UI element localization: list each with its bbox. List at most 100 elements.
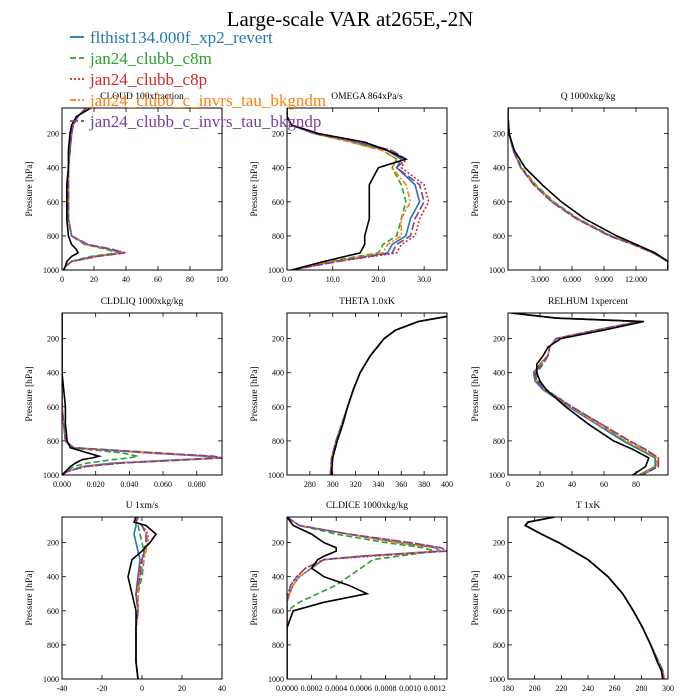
x-tick-label: 320	[350, 480, 362, 489]
control-line	[127, 517, 158, 679]
control-line	[287, 108, 409, 270]
series-line-jan24_clubb_c8m	[508, 108, 668, 270]
x-tick-label: 0	[506, 480, 510, 489]
panel-title: CLDLIQ 1000xkg/kg	[101, 297, 184, 307]
x-tick-label: 0.0008	[374, 684, 396, 693]
y-axis-label: Pressure [hPa]	[471, 161, 481, 216]
series-line-jan24_clubb_c_invrs_tau_bkgndm	[524, 517, 665, 679]
y-tick-label: 400	[272, 573, 284, 582]
plot-frame	[61, 516, 223, 680]
y-tick-label: 600	[272, 607, 284, 616]
x-tick-label: 0	[60, 275, 64, 284]
x-tick-label: 80	[186, 275, 194, 284]
y-tick-label: 200	[272, 335, 284, 344]
series-line-jan24_clubb_c_invrs_tau_bkgndp	[508, 108, 668, 270]
y-tick-label: 400	[47, 369, 59, 378]
y-tick-label: 200	[272, 539, 284, 548]
x-tick-label: 340	[372, 480, 384, 489]
series-line-jan24_clubb_c_invrs_tau_bkgndm	[329, 315, 447, 475]
y-tick-label: 600	[47, 403, 59, 412]
series-line-flthist134.000f_xp2_revert	[524, 517, 665, 679]
y-tick-label: 200	[272, 130, 284, 139]
series-line-jan24_clubb_c8m	[329, 315, 447, 475]
series-line-flthist134.000f_xp2_revert	[508, 108, 668, 270]
x-tick-label: 40	[122, 275, 130, 284]
y-axis-label: Pressure [hPa]	[25, 366, 35, 421]
y-tick-label: 200	[47, 539, 59, 548]
control-line	[524, 517, 664, 679]
x-tick-label: 0.0	[282, 275, 292, 284]
y-tick-label: 1000	[268, 471, 284, 480]
series-line-jan24_clubb_c_invrs_tau_bkgndp	[287, 517, 447, 679]
y-tick-label: 400	[272, 164, 284, 173]
y-tick-label: 200	[47, 335, 59, 344]
y-tick-label: 1000	[43, 471, 59, 480]
y-tick-label: 800	[272, 437, 284, 446]
control-line	[287, 517, 370, 679]
x-tick-label: 60	[154, 275, 162, 284]
x-tick-label: 20	[178, 684, 186, 693]
x-tick-label: 0.0006	[350, 684, 372, 693]
y-tick-label: 1000	[268, 266, 284, 275]
x-tick-label: 280	[635, 684, 647, 693]
y-tick-label: 1000	[43, 266, 59, 275]
plot-frame	[61, 107, 223, 271]
y-tick-label: 400	[493, 573, 505, 582]
x-tick-label: 100	[216, 275, 228, 284]
x-tick-label: 0.000	[53, 480, 71, 489]
y-tick-label: 800	[272, 641, 284, 650]
plot-frame	[286, 312, 448, 476]
y-tick-label: 600	[272, 198, 284, 207]
x-tick-label: 0.0002	[301, 684, 323, 693]
x-tick-label: 0.060	[154, 480, 172, 489]
y-tick-label: 800	[493, 641, 505, 650]
series-line-jan24_clubb_c_invrs_tau_bkgndm	[508, 108, 668, 270]
x-tick-label: 40	[568, 480, 576, 489]
y-tick-label: 800	[493, 232, 505, 241]
plot-frame	[61, 312, 223, 476]
panel-4: CLDLIQ 1000xkg/kg Pressure [hPa] 200 400 600…	[25, 297, 223, 489]
plot-frame	[507, 312, 669, 476]
control-line	[62, 108, 92, 270]
series-line-jan24_clubb_c8p	[62, 313, 222, 475]
series-line-jan24_clubb_c_invrs_tau_bkgndm	[287, 517, 444, 679]
y-tick-label: 1000	[489, 266, 505, 275]
panel-title: RELHUM 1xpercent	[548, 297, 628, 307]
x-tick-label: 6.000	[563, 275, 581, 284]
series-line-jan24_clubb_c_invrs_tau_bkgndp	[62, 313, 222, 475]
y-tick-label: 800	[493, 437, 505, 446]
x-tick-label: 280	[304, 480, 316, 489]
x-tick-label: 3.000	[531, 275, 549, 284]
series-line-jan24_clubb_c8m	[287, 517, 435, 679]
y-axis-label: Pressure [hPa]	[250, 161, 260, 216]
x-tick-label: 0.080	[188, 480, 206, 489]
plot-frame	[286, 516, 448, 680]
y-tick-label: 600	[272, 403, 284, 412]
x-tick-label: 180	[502, 684, 514, 693]
x-tick-label: 220	[555, 684, 567, 693]
series-line-flthist134.000f_xp2_revert	[329, 315, 447, 475]
x-tick-label: 300	[662, 684, 674, 693]
series-line-jan24_clubb_c8p	[329, 315, 447, 475]
panel-title: CLOUD 100xfraction	[100, 91, 184, 102]
y-tick-label: 200	[47, 130, 59, 139]
panel-title: U 1xm/s	[126, 501, 159, 511]
x-tick-label: 0.0000	[276, 684, 298, 693]
y-tick-label: 800	[272, 232, 284, 241]
y-tick-label: 1000	[489, 471, 505, 480]
series-line-jan24_clubb_c_invrs_tau_bkgndp	[511, 313, 660, 475]
panel-title: CLDICE 1000xkg/kg	[326, 501, 408, 511]
panel-title: THETA 1.0xK	[339, 297, 395, 307]
plot-frame	[507, 516, 669, 680]
y-tick-label: 600	[493, 198, 505, 207]
y-tick-label: 600	[47, 607, 59, 616]
y-tick-label: 200	[493, 539, 505, 548]
series-line-jan24_clubb_c8p	[524, 517, 665, 679]
y-axis-label: Pressure [hPa]	[471, 366, 481, 421]
x-tick-label: 9.000	[595, 275, 613, 284]
series-line-jan24_clubb_c8p	[287, 108, 430, 270]
series-line-jan24_clubb_c8p	[508, 108, 668, 270]
